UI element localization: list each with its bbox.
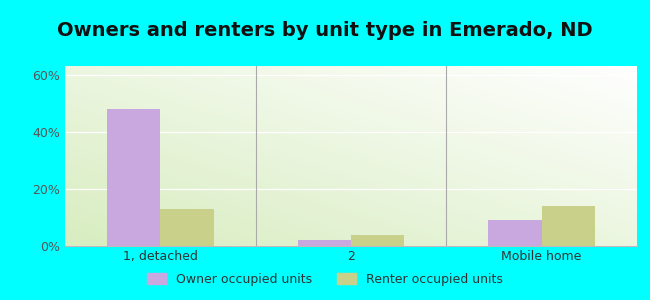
Bar bbox=[488, 220, 541, 246]
Bar bbox=[541, 206, 595, 246]
Bar bbox=[351, 235, 404, 246]
Bar bbox=[161, 209, 214, 246]
Bar bbox=[298, 240, 351, 246]
Legend: Owner occupied units, Renter occupied units: Owner occupied units, Renter occupied un… bbox=[142, 268, 508, 291]
Text: Owners and renters by unit type in Emerado, ND: Owners and renters by unit type in Emera… bbox=[57, 21, 593, 40]
Bar bbox=[107, 109, 161, 246]
